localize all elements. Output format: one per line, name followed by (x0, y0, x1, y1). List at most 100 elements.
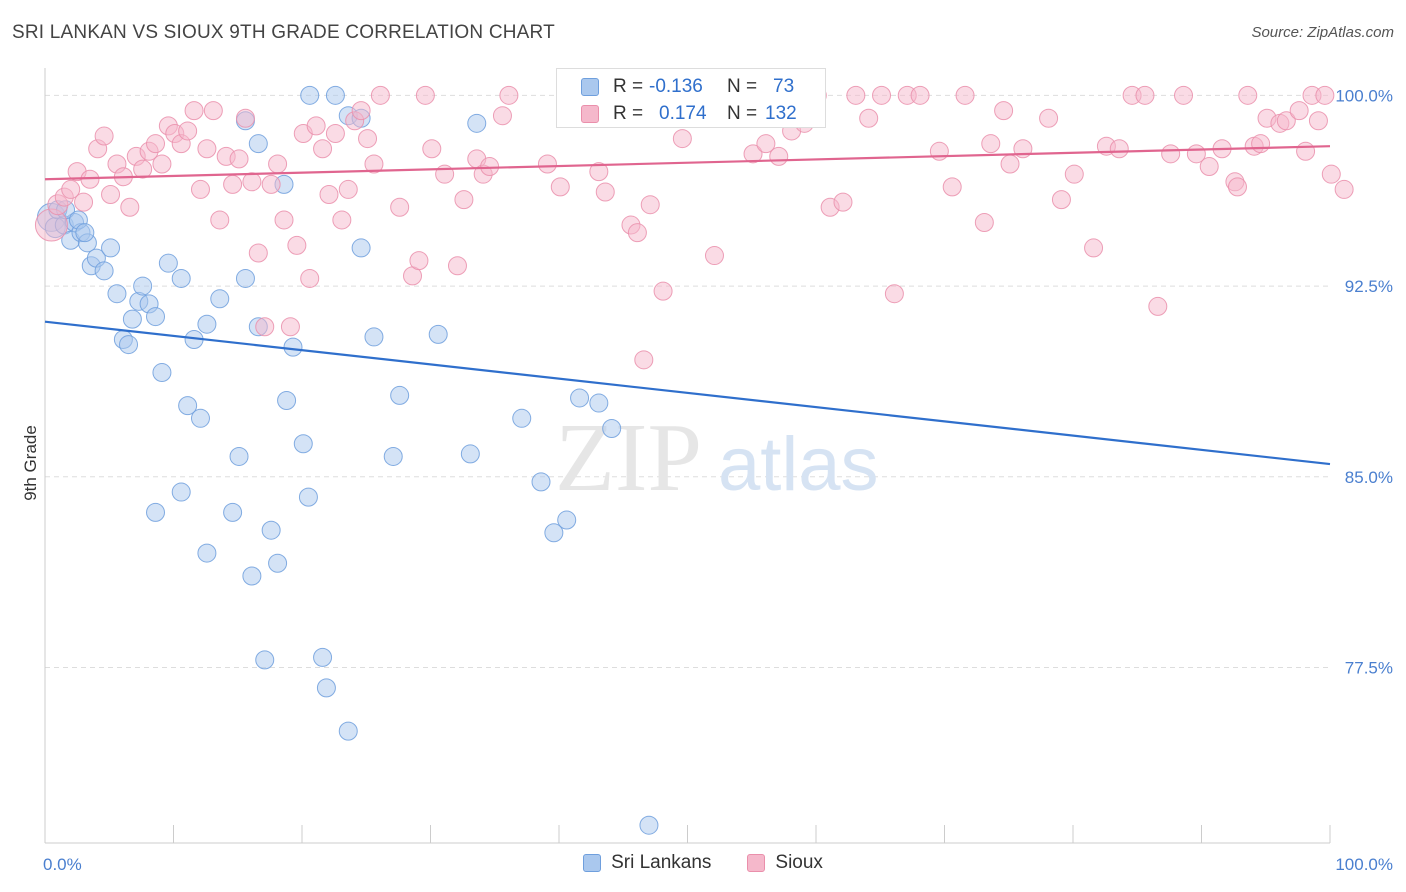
sioux-point (133, 159, 153, 179)
sioux-point (101, 185, 121, 205)
sioux-point (653, 281, 673, 301)
sri-lankans-point (512, 408, 532, 428)
stats-legend: R = -0.136 N = 73 R = 0.174 N = 132 (556, 68, 826, 128)
y-axis-label: 9th Grade (21, 425, 40, 501)
sioux-point (1199, 157, 1219, 177)
sioux-point (94, 126, 114, 146)
sioux-point (1109, 139, 1129, 159)
sri-lankans-point (171, 482, 191, 502)
sioux-point (351, 101, 371, 121)
sri-lankans-point (283, 337, 303, 357)
sri-lankans-point (544, 523, 564, 543)
sri-lankans-point (338, 721, 358, 741)
sioux-point (197, 139, 217, 159)
sioux-point (178, 121, 198, 141)
sioux-point (370, 85, 390, 105)
axes (44, 68, 1331, 844)
r-label: R = (613, 76, 644, 97)
bottom-legend: Sri Lankans Sioux (0, 852, 1406, 874)
watermark-zip: ZIP (555, 404, 702, 512)
sioux-point (480, 157, 500, 177)
sri-lankans-point (107, 284, 127, 304)
sioux-point (274, 210, 294, 230)
sri-lankans-point (316, 678, 336, 698)
sioux-point (743, 144, 763, 164)
sri-lankans-point (364, 327, 384, 347)
sioux-point (910, 85, 930, 105)
sri-lankans-point (119, 335, 139, 355)
legend-item-sri-lankans[interactable]: Sri Lankans (583, 852, 711, 874)
sioux-point (319, 185, 339, 205)
sioux-point (1308, 111, 1328, 131)
trend-lines (44, 145, 1331, 466)
sioux-point (1051, 190, 1071, 210)
y-tick-label: 77.5% (1345, 659, 1393, 678)
sioux-point (872, 85, 892, 105)
sri-lankans-legend-swatch (583, 854, 602, 872)
sioux-point (1227, 177, 1247, 197)
n-value: 73 (773, 76, 795, 97)
sioux-point (300, 268, 320, 288)
sioux-point (268, 154, 288, 174)
data-points (34, 85, 1354, 835)
sri-lankans-point (190, 408, 210, 428)
sioux-point (974, 212, 994, 232)
sioux-point (409, 251, 429, 271)
sioux-point (1251, 134, 1271, 154)
sioux-point (454, 190, 474, 210)
sri-lankans-point (146, 502, 166, 522)
sri-lankans-point (531, 472, 551, 492)
sri-lankans-point (557, 510, 577, 530)
sioux-point (325, 123, 345, 143)
sioux-point (61, 179, 81, 199)
sri-lankans-point (298, 487, 318, 507)
sri-lankans-point (639, 815, 659, 835)
sri-lankans-point (268, 553, 288, 573)
sioux-point (223, 174, 243, 194)
sioux-point (332, 210, 352, 230)
sioux-point (358, 129, 378, 149)
sioux-point (364, 154, 384, 174)
sioux-point (447, 256, 467, 276)
sioux-point (955, 85, 975, 105)
sioux-point (1148, 296, 1168, 316)
sri-lankans-point (602, 418, 622, 438)
sioux-point (248, 243, 268, 263)
sioux-point (1321, 164, 1341, 184)
legend-label-sri-lankans: Sri Lankans (611, 852, 712, 873)
x-tick-label-right: 100.0% (1335, 855, 1393, 874)
sioux-point (859, 108, 879, 128)
sioux-point (929, 141, 949, 161)
sioux-point (242, 172, 262, 192)
sri-lankans-point (171, 268, 191, 288)
n-label: N = (727, 76, 758, 97)
sioux-point (422, 139, 442, 159)
sioux-point (994, 101, 1014, 121)
r-value: -0.136 (649, 76, 703, 97)
sri-lankans-point (428, 324, 448, 344)
sioux-point (261, 174, 281, 194)
sioux-point (1334, 179, 1354, 199)
r-label: R = (613, 103, 644, 124)
sioux-point (1296, 141, 1316, 161)
sri-lankans-point (75, 223, 95, 243)
sioux-legend-swatch (747, 854, 766, 872)
sioux-point (313, 139, 333, 159)
sioux-point (229, 149, 249, 169)
chart-title: SRI LANKAN VS SIOUX 9TH GRADE CORRELATIO… (12, 22, 555, 43)
sri-lankans-point (223, 502, 243, 522)
sioux-point (1000, 154, 1020, 174)
sri-lankans-point (101, 238, 121, 258)
sioux-point (203, 101, 223, 121)
sri-lankans-point (133, 276, 153, 296)
sioux-point (942, 177, 962, 197)
n-value: 132 (765, 103, 797, 124)
sioux-point (1238, 85, 1258, 105)
y-tick-label: 100.0% (1335, 86, 1393, 105)
sioux-point (833, 192, 853, 212)
sri-lankans-point (570, 388, 590, 408)
sioux-point (595, 182, 615, 202)
legend-item-sioux[interactable]: Sioux (747, 852, 823, 874)
sioux-point (1174, 85, 1194, 105)
